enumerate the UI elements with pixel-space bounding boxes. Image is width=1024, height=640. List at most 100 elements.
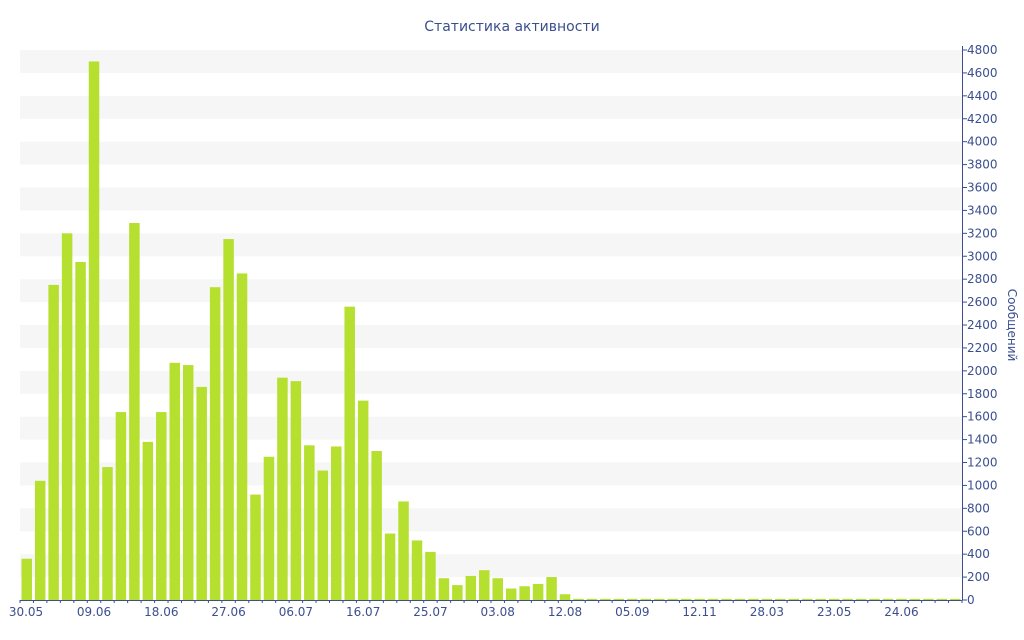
bar [344,306,355,600]
grid-band [20,187,962,211]
y-axis-label: Сообщений [1005,289,1019,362]
bar [882,598,894,600]
bar [600,598,611,600]
bar [640,598,652,600]
y-tick-label: 800 [967,501,990,515]
x-tick-label: 16.07 [346,605,380,619]
bar [950,598,961,600]
bar [317,470,329,600]
x-tick-label: 12.08 [548,605,582,619]
bar [936,598,948,600]
y-tick-labels: 0 200 400 600 800 1000 1200 1400 1600 1800 2000 220… [967,43,998,607]
bar [532,583,544,600]
y-tick-label: 4000 [967,135,998,149]
y-tick-label: 1200 [967,456,998,470]
bar [855,598,867,600]
bar [519,586,530,600]
bar [156,412,167,600]
bar [923,598,934,600]
x-tick-label: 25.07 [413,605,447,619]
bar [627,598,638,600]
y-tick-label: 1800 [967,387,998,401]
grid-band [20,50,962,73]
y-tick-label: 4200 [967,112,998,126]
axes [19,46,967,603]
bar [34,480,46,600]
bar [142,441,154,601]
y-tick-label: 3000 [967,249,998,263]
bar [21,558,32,600]
y-tick-label: 1000 [967,478,998,492]
bar [398,501,409,600]
chart-title: Статистика активности [424,19,599,35]
y-tick-label: 600 [967,524,990,538]
bar [492,578,503,600]
bar [236,273,248,600]
y-tick-label: 2000 [967,364,998,378]
bar [842,598,853,600]
y-tick-label: 3400 [967,203,998,217]
bar [115,412,127,600]
y-tick-label: 1600 [967,410,998,424]
bar [680,598,692,600]
bar [182,365,194,600]
bar [667,598,678,600]
y-tick-label: 1400 [967,433,998,447]
x-tick-label: 27.06 [211,605,245,619]
y-tick-label: 4800 [967,43,998,57]
bar [425,551,436,601]
bar [479,570,490,600]
grid-band [20,325,962,348]
bar [909,598,921,600]
y-tick-label: 2600 [967,295,998,309]
bar [734,598,746,600]
grid-band [20,233,962,257]
bar [801,598,813,600]
bar [411,540,423,600]
grid-band [20,141,962,165]
y-tick-label: 0 [967,593,975,607]
y-tick-label: 400 [967,547,990,561]
x-tick-label: 24.06 [884,605,918,619]
bar [48,284,59,600]
bar [357,400,369,601]
bar [465,575,477,600]
bar [196,386,207,601]
bar [129,223,140,600]
bar [653,598,665,600]
bar [330,446,342,600]
grid-band [20,416,962,440]
bar [61,233,73,600]
bar [169,362,181,600]
bar [707,598,719,600]
bar [694,598,705,600]
bar [263,456,275,600]
bar [721,598,732,600]
bar [748,598,759,600]
x-tick-label: 28.03 [750,605,784,619]
bars [21,61,961,601]
y-tick-label: 3600 [967,181,998,195]
x-tick-label: 09.06 [77,605,111,619]
x-tick-label: 12.11 [682,605,716,619]
bar [573,598,584,600]
bar [761,598,773,600]
x-tick-label: 06.07 [279,605,313,619]
bar [304,445,315,600]
bar [102,467,113,600]
bar [452,585,463,600]
x-tick-label: 30.05 [9,605,43,619]
y-tick-label: 200 [967,570,990,584]
grid-band [20,95,962,119]
x-tick-label: 05.09 [615,605,649,619]
bar [788,598,800,600]
bar [546,577,557,600]
y-tick-label: 4600 [967,66,998,80]
bar [223,239,234,600]
bar [896,598,907,600]
grid-band [20,370,962,394]
x-tick-labels: 30.05 09.06 18.06 27.06 06.07 16.07 25.07 03.08… [9,605,919,619]
bar [277,377,288,600]
